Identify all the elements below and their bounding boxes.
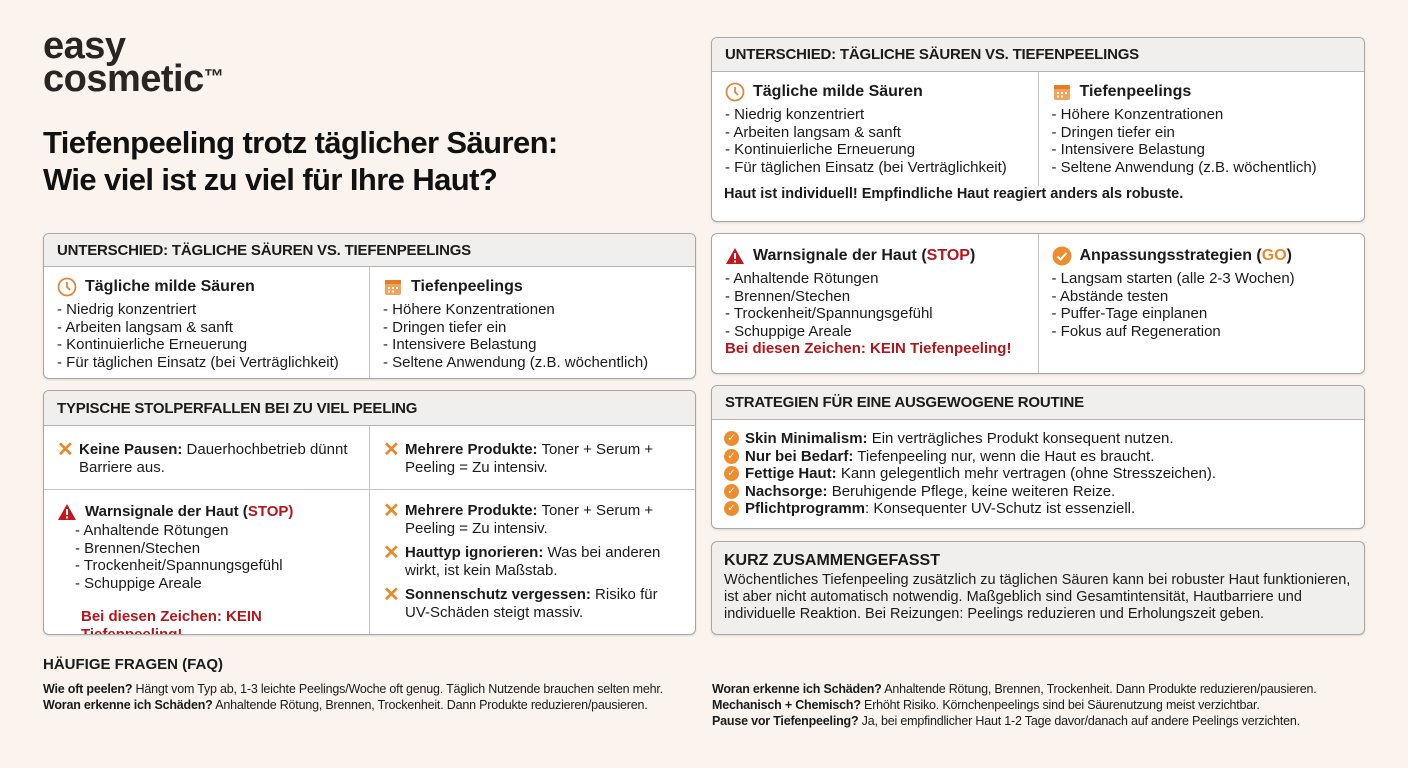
- page-title: Tiefenpeeling trotz täglicher Säuren: Wie…: [43, 124, 558, 198]
- list-item: - Niedrig konzentriert: [57, 301, 197, 318]
- list-item: - Intensivere Belastung: [1051, 141, 1205, 158]
- list-item: - Brennen/Stechen: [725, 287, 851, 305]
- faq-item: Pause vor Tiefenpeeling? Ja, bei empfind…: [712, 714, 1300, 728]
- daily-acids-column: Tägliche milde Säuren - Niedrig konzentr…: [712, 72, 1038, 186]
- list-item: - Brennen/Stechen: [75, 539, 201, 557]
- deep-peels-title: Tiefenpeelings: [411, 278, 523, 296]
- strategies-card: STRATEGIEN FÜR EINE AUSGEWOGENE ROUTINE …: [711, 385, 1365, 529]
- strategy-item: ✓ Nur bei Bedarf: Tiefenpeeling nur, wenn…: [724, 448, 1352, 466]
- pitfall-item: ✕ Mehrere Produkte: Toner + Serum + Peeli…: [383, 500, 654, 537]
- list-item: - Dringen tiefer ein: [1051, 123, 1175, 141]
- list-item: - Seltene Anwendung (z.B. wöchentlich): [1051, 158, 1317, 176]
- list-item: - Kontinuierliche Erneuerung: [725, 141, 916, 158]
- list-item: - Schuppige Areale: [725, 322, 852, 340]
- list-item: - Langsam starten (alle 2-3 Wochen): [1051, 270, 1295, 287]
- summary-text: Wöchentliches Tiefenpeeling zusätzlich z…: [724, 572, 1351, 622]
- warning-adapt-card: Warnsignale der Haut (STOP) - Anhaltende…: [711, 233, 1365, 374]
- list-item: - Höhere Konzentrationen: [1051, 106, 1224, 123]
- comparison-card-right: UNTERSCHIED: TÄGLICHE SÄUREN VS. TIEFENP…: [711, 37, 1365, 222]
- section-heading: STRATEGIEN FÜR EINE AUSGEWOGENE ROUTINE: [712, 386, 1364, 420]
- title-line-1: Tiefenpeeling trotz täglicher Säuren:: [43, 125, 558, 160]
- individual-skin-note: Haut ist individuell! Empfindliche Haut …: [724, 186, 1184, 202]
- brand-logo: easy cosmetic™: [43, 27, 224, 98]
- strategy-item: ✓ Fettige Haut: Kann gelegentlich mehr ve…: [724, 465, 1352, 483]
- clock-icon: [725, 82, 745, 102]
- section-heading: KURZ ZUSAMMENGEFASST: [724, 552, 940, 569]
- list-item: - Arbeiten langsam & sanft: [57, 318, 233, 336]
- list-item: - Dringen tiefer ein: [383, 318, 507, 336]
- faq-item: Woran erkenne ich Schäden? Anhaltende Rö…: [43, 698, 648, 712]
- list-item: - Trockenheit/Spannungsgefühl: [725, 305, 933, 322]
- cross-icon: ✕: [57, 439, 74, 461]
- title-line-2: Wie viel ist zu viel für Ihre Haut?: [43, 162, 498, 197]
- deep-peels-column: Tiefenpeelings - Höhere Konzentrationen …: [1037, 72, 1365, 186]
- deep-peels-column: Tiefenpeelings - Höhere Konzentrationen …: [369, 267, 695, 378]
- list-item: - Für täglichen Einsatz (bei Verträglich…: [725, 158, 1007, 176]
- check-icon: ✓: [724, 483, 739, 499]
- check-icon: ✓: [724, 448, 739, 464]
- deep-peels-title: Tiefenpeelings: [1079, 83, 1192, 101]
- faq-item: Woran erkenne ich Schäden? Anhaltende Rö…: [712, 682, 1317, 696]
- list-item: - Niedrig konzentriert: [725, 106, 865, 123]
- warning-signs-block: Warnsignale der Haut (STOP) - Anhaltende…: [712, 234, 1038, 373]
- warning-icon: [725, 246, 745, 266]
- faq-right: Woran erkenne ich Schäden? Anhaltende Rö…: [712, 681, 1392, 729]
- list-item: - Trockenheit/Spannungsgefühl: [75, 557, 283, 574]
- calendar-icon: [383, 277, 403, 297]
- stop-alert: Bei diesen Zeichen: KEIN Tiefenpeeling!: [81, 608, 262, 635]
- section-heading: UNTERSCHIED: TÄGLICHE SÄUREN VS. TIEFENP…: [712, 38, 1364, 72]
- warning-signs-block: Warnsignale der Haut (STOP) - Anhaltende…: [44, 490, 369, 635]
- list-item: - Arbeiten langsam & sanft: [725, 123, 901, 141]
- strategy-item: ✓ Nachsorge: Beruhigende Pflege, keine we…: [724, 483, 1352, 501]
- pitfalls-card: TYPISCHE STOLPERFALLEN BEI ZU VIEL PEELI…: [43, 390, 696, 635]
- stop-alert: Bei diesen Zeichen: KEIN Tiefenpeeling!: [725, 340, 1012, 357]
- check-icon: ✓: [724, 501, 739, 517]
- clock-icon: [57, 277, 77, 297]
- section-heading: UNTERSCHIED: TÄGLICHE SÄUREN VS. TIEFENP…: [44, 234, 695, 267]
- cross-icon: ✕: [383, 439, 400, 461]
- pitfall-item: ✕ Sonnenschutz vergessen: Risiko für UV-S…: [383, 584, 658, 621]
- check-icon: ✓: [724, 431, 739, 447]
- comparison-card-left: UNTERSCHIED: TÄGLICHE SÄUREN VS. TIEFENP…: [43, 233, 696, 379]
- daily-acids-title: Tägliche milde Säuren: [753, 83, 923, 101]
- calendar-icon: [1052, 82, 1072, 102]
- section-heading: TYPISCHE STOLPERFALLEN BEI ZU VIEL PEELI…: [44, 391, 695, 426]
- check-circle-icon: [1052, 246, 1072, 266]
- pitfall-item: ✕ Mehrere Produkte: Toner + Serum + Peeli…: [383, 439, 654, 476]
- pitfall-item: ✕ Keine Pausen: Dauerhochbetrieb dünnt Ba…: [57, 439, 348, 476]
- list-item: - Höhere Konzentrationen: [383, 301, 555, 318]
- trademark: ™: [203, 66, 224, 88]
- check-icon: ✓: [724, 466, 739, 482]
- faq-item: Wie oft peelen? Hängt vom Typ ab, 1-3 le…: [43, 682, 663, 696]
- daily-acids-column: Tägliche milde Säuren - Niedrig konzentr…: [44, 267, 369, 378]
- list-item: - Fokus auf Regeneration: [1051, 322, 1221, 340]
- faq-left: Wie oft peelen? Hängt vom Typ ab, 1-3 le…: [43, 681, 703, 713]
- pitfall-item: ✕ Hauttyp ignorieren: Was bei anderen wir…: [383, 542, 661, 579]
- list-item: - Intensivere Belastung: [383, 336, 537, 353]
- list-item: - Für täglichen Einsatz (bei Verträglich…: [57, 353, 339, 371]
- list-item: - Kontinuierliche Erneuerung: [57, 336, 248, 353]
- list-item: - Puffer-Tage einplanen: [1051, 305, 1208, 322]
- list-item: - Schuppige Areale: [75, 574, 202, 592]
- cross-icon: ✕: [383, 500, 400, 522]
- list-item: - Seltene Anwendung (z.B. wöchentlich): [383, 353, 649, 371]
- faq-item: Mechanisch + Chemisch? Erhöht Risiko. Kö…: [712, 698, 1260, 712]
- daily-acids-title: Tägliche milde Säuren: [85, 278, 255, 296]
- strategy-item: ✓ Pflichtprogramm: Konsequenter UV-Schutz…: [724, 500, 1352, 518]
- adaptation-block: Anpassungsstrategien (GO) - Langsam star…: [1037, 234, 1365, 373]
- list-item: - Anhaltende Rötungen: [725, 270, 879, 287]
- faq-heading: HÄUFIGE FRAGEN (FAQ): [43, 656, 223, 673]
- cross-icon: ✕: [383, 542, 400, 564]
- logo-line-2: cosmetic: [43, 58, 204, 100]
- logo-line-1: easy: [43, 25, 126, 67]
- strategy-item: ✓ Skin Minimalism: Ein verträgliches Prod…: [724, 430, 1352, 448]
- cross-icon: ✕: [383, 584, 400, 606]
- warning-icon: [57, 502, 77, 522]
- list-item: - Abstände testen: [1051, 287, 1169, 305]
- list-item: - Anhaltende Rötungen: [75, 522, 229, 539]
- summary-card: KURZ ZUSAMMENGEFASST Wöchentliches Tiefe…: [711, 541, 1365, 635]
